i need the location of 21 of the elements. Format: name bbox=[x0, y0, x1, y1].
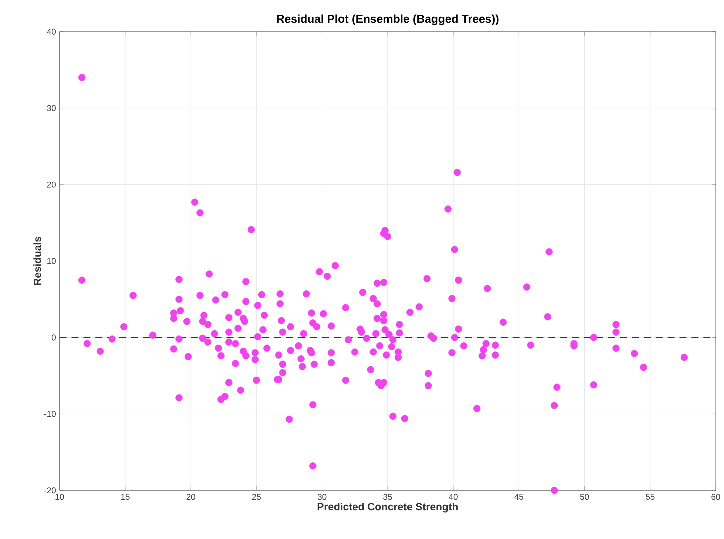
y-tick-label: 40 bbox=[47, 28, 56, 35]
y-tick-label: 10 bbox=[48, 258, 56, 264]
x-tick-label: 45 bbox=[514, 494, 524, 500]
x-tick-label: 20 bbox=[186, 494, 196, 500]
chart-title: Residual Plot (Ensemble (Bagged Trees)) bbox=[277, 14, 499, 26]
x-tick-label: 40 bbox=[449, 494, 458, 500]
x-tick-label: 35 bbox=[384, 494, 392, 500]
x-tick-label: 50 bbox=[580, 494, 590, 500]
x-tick-label: 25 bbox=[252, 494, 262, 500]
x-axis-title: Predicted Concrete Strength bbox=[318, 502, 458, 512]
x-tick-label: 55 bbox=[646, 494, 655, 500]
x-tick-label: 15 bbox=[121, 494, 130, 500]
y-tick-label: -20 bbox=[44, 487, 56, 494]
y-tick-label: 20 bbox=[47, 182, 56, 188]
x-tick-label: 30 bbox=[318, 494, 327, 500]
x-tick-label: 10 bbox=[56, 494, 64, 500]
y-tick-label: -10 bbox=[44, 410, 56, 417]
x-tick-label: 60 bbox=[712, 494, 720, 500]
y-tick-label: 30 bbox=[47, 105, 56, 112]
y-tick-label: 0 bbox=[52, 334, 56, 340]
y-axis-title: Residuals bbox=[34, 236, 42, 285]
